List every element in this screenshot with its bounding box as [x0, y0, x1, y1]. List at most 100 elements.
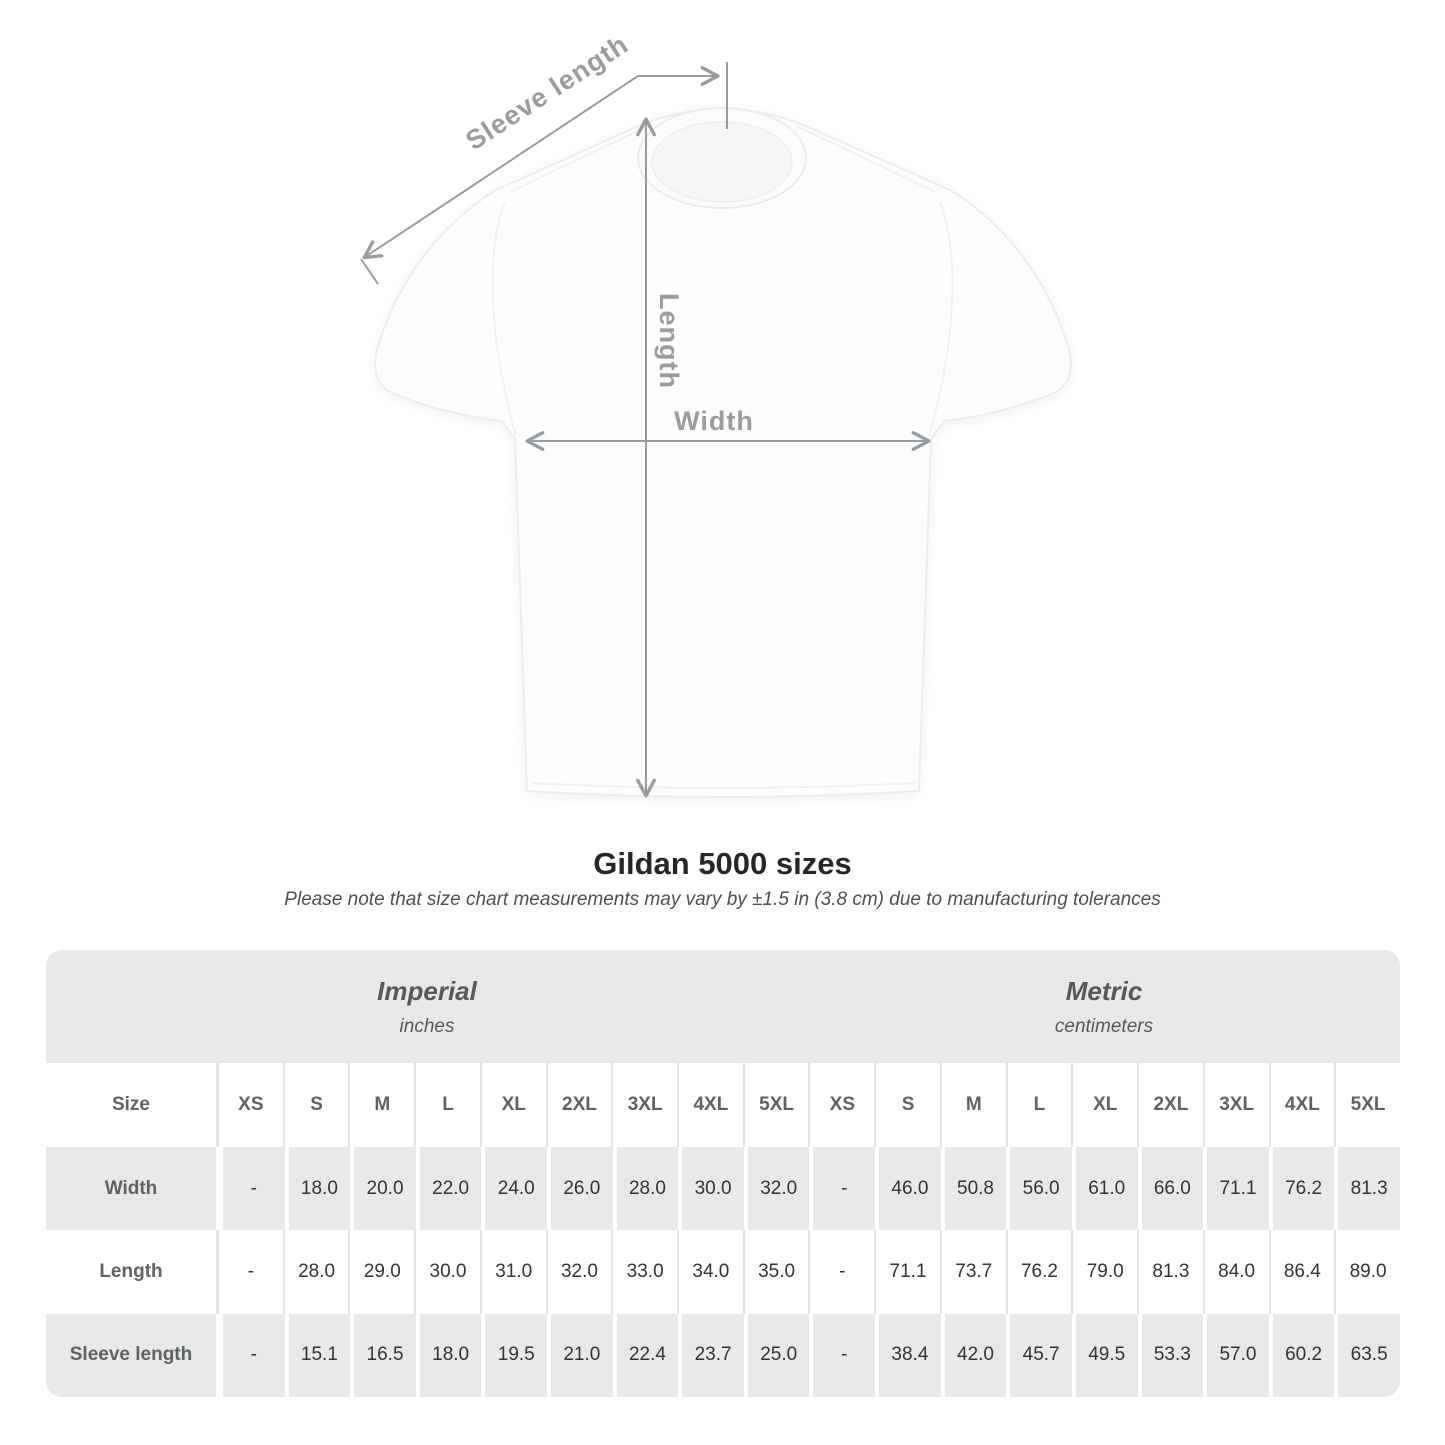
right-armhole-seam	[928, 201, 954, 437]
table-cell: 89.0	[1349, 1260, 1387, 1282]
page-subtitle: Please note that size chart measurements…	[284, 889, 1161, 910]
column-header-imperial-3xl: 3XL	[613, 1063, 680, 1147]
page-title: Gildan 5000 sizes	[593, 846, 852, 881]
table-cell: 33.0	[613, 1230, 680, 1314]
table-cell: 23.7	[682, 1313, 748, 1397]
column-header-imperial-xl: XL	[482, 1063, 548, 1147]
column-header-metric-m: M	[942, 1063, 1008, 1147]
metric-title: Metric	[1065, 975, 1143, 1006]
table-cell: 71.1	[1207, 1147, 1273, 1231]
table-cell: -	[813, 1147, 880, 1231]
column-header-metric-2xl: 2XL	[1139, 1063, 1205, 1147]
tshirt-silhouette	[374, 107, 1072, 798]
table-cell: 45.7	[1010, 1313, 1076, 1397]
table-cell: 22.4	[617, 1313, 683, 1397]
table-row-sleeve-length: Sleeve length - 15.1 16.5 18.0 19.5 21.0 22.4 23…	[46, 1313, 1400, 1397]
column-header-metric-xs: XS	[810, 1063, 877, 1147]
table-cell: 16.5	[354, 1313, 420, 1397]
tshirt-graphic	[374, 107, 1072, 798]
group-header-imperial: Imperial inches	[46, 950, 808, 1063]
table-cell: 18.0	[289, 1147, 355, 1231]
column-header-imperial-2xl: 2XL	[548, 1063, 614, 1147]
bottom-hem-seam	[531, 782, 915, 789]
size-table: Imperial inches Metric centimeters Size …	[46, 950, 1400, 1397]
left-armhole-seam	[491, 201, 517, 437]
table-row-width: Width -18.0 20.0 22.0 24.0 26.0 28.0 30.0 32.0-4…	[46, 1147, 1400, 1231]
table-cell: 20.0	[354, 1147, 420, 1231]
metric-unit: centimeters	[1054, 1015, 1154, 1037]
table-cell: -	[810, 1230, 877, 1314]
column-header-row: Size XS S M L XL 2XL 3XL 4XL 5XL XS S M L XL 2XL 3XL 4XL…	[46, 1063, 1400, 1147]
column-header-imperial-m: M	[350, 1063, 417, 1147]
width-label: Width	[674, 406, 754, 436]
table-cell: 53.3	[1142, 1313, 1208, 1397]
table-cell: 71.1	[876, 1230, 942, 1314]
table-cell: 18.0	[420, 1313, 486, 1397]
table-cell: 31.0	[482, 1230, 548, 1314]
table-cell: 34.0	[679, 1230, 745, 1314]
table-row-length: Length -28.0 29.0 30.0 31.0 32.0 33.0 34.0 35.0-…	[46, 1230, 1400, 1314]
table-cell: 30.0	[682, 1147, 748, 1231]
table-cell: 38.4	[879, 1313, 945, 1397]
table-cell: 32.0	[748, 1147, 814, 1231]
measurement-lines	[360, 62, 931, 798]
row-label: Sleeve length	[46, 1313, 223, 1397]
table-cell: 63.5	[1350, 1344, 1388, 1366]
unit-group-header-row: Imperial inches Metric centimeters	[46, 950, 1400, 1063]
table-cell: 15.1	[289, 1313, 355, 1397]
column-header-imperial-s: S	[285, 1063, 351, 1147]
imperial-unit: inches	[399, 1015, 455, 1037]
table-cell: 24.0	[485, 1147, 552, 1231]
column-header-metric-s: S	[876, 1063, 942, 1147]
table-cell: 22.0	[420, 1147, 486, 1231]
table-cell: 29.0	[350, 1230, 417, 1314]
column-header-metric-4xl: 4XL	[1271, 1063, 1337, 1147]
table-cell: 28.0	[285, 1230, 351, 1314]
table-cell: 35.0	[745, 1230, 811, 1314]
table-cell: 76.2	[1273, 1147, 1339, 1231]
column-header-imperial-xs: XS	[219, 1063, 285, 1147]
table-cell: 79.0	[1073, 1230, 1140, 1314]
right-shoulder-seam	[796, 125, 936, 193]
table-cell: 42.0	[945, 1313, 1011, 1397]
table-cell: 76.2	[1008, 1230, 1074, 1314]
collar-opening	[651, 121, 793, 203]
table-cell: -	[219, 1230, 285, 1314]
table-cell: 86.4	[1271, 1230, 1337, 1314]
column-header-imperial-5xl: 5XL	[745, 1063, 811, 1147]
table-cell: 32.0	[548, 1230, 614, 1314]
table-cell: 21.0	[551, 1313, 617, 1397]
table-cell: 56.0	[1010, 1147, 1076, 1231]
table-cell: 50.8	[945, 1147, 1011, 1231]
table-cell: 28.0	[617, 1147, 683, 1231]
column-header-imperial-4xl: 4XL	[679, 1063, 745, 1147]
table-cell: 30.0	[416, 1230, 482, 1314]
length-label: Length	[654, 293, 684, 389]
column-header-metric-5xl: 5XL	[1350, 1094, 1386, 1115]
table-cell: 26.0	[551, 1147, 617, 1231]
column-header-metric-l: L	[1008, 1063, 1074, 1147]
table-cell: -	[813, 1313, 880, 1397]
table-cell: 60.2	[1273, 1313, 1339, 1397]
column-header-metric-3xl: 3XL	[1205, 1063, 1271, 1147]
imperial-title: Imperial	[377, 975, 477, 1006]
sleeve-length-arrow	[360, 62, 728, 285]
table-cell: 25.0	[748, 1313, 814, 1397]
size-column-header: Size	[46, 1063, 219, 1147]
sleeve-end-tick	[360, 258, 379, 285]
tshirt-measurement-diagram: Sleeve length Length Width	[360, 29, 1072, 798]
group-header-metric: Metric centimeters	[808, 950, 1400, 1063]
table-cell: -	[223, 1147, 289, 1231]
table-cell: 57.0	[1207, 1313, 1273, 1397]
table-cell: 46.0	[879, 1147, 945, 1231]
table-cell: 73.7	[942, 1230, 1008, 1314]
table-cell: 84.0	[1205, 1230, 1271, 1314]
table-cell: 66.0	[1142, 1147, 1208, 1231]
sleeve-dim-diagonal	[362, 75, 639, 260]
table-cell: 81.3	[1139, 1230, 1205, 1314]
table-cell: 61.0	[1076, 1147, 1142, 1231]
table-cell: 81.3	[1350, 1177, 1388, 1199]
row-label: Width	[46, 1147, 223, 1231]
table-cell: 19.5	[485, 1313, 552, 1397]
row-label: Length	[46, 1230, 219, 1314]
